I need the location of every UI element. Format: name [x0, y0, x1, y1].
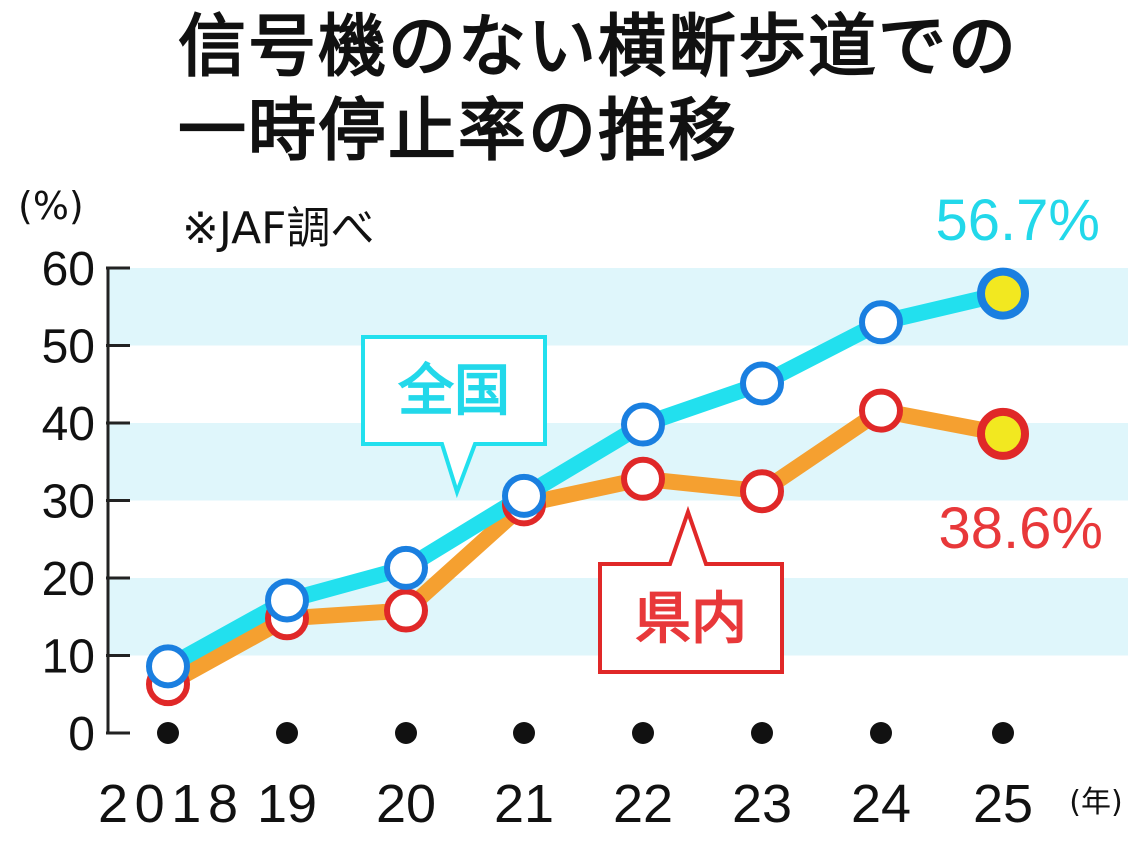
y-tick-label: 0 — [68, 708, 95, 761]
legend-callout-pref-box — [598, 505, 784, 674]
data-point-national — [502, 473, 546, 518]
y-axis-unit-label: (%) — [18, 184, 84, 228]
data-label-national-latest: 56.7% — [936, 188, 1100, 253]
x-tick-label: 2018 — [98, 774, 238, 834]
x-tick-dot — [513, 722, 535, 744]
y-tick-label: 10 — [42, 631, 95, 684]
x-tick-dot — [157, 722, 179, 744]
data-point-pref — [740, 469, 784, 514]
x-tick-label: 24 — [851, 774, 911, 834]
x-tick-dot — [870, 722, 892, 744]
y-tick-label: 30 — [42, 476, 95, 529]
x-tick-label: 22 — [613, 774, 673, 834]
y-tick-label: 40 — [42, 398, 95, 451]
y-tick-label: 50 — [42, 321, 95, 374]
x-axis-unit-label: (年) — [1069, 785, 1122, 820]
data-point-national — [977, 267, 1029, 320]
x-tick-label: 21 — [494, 774, 554, 834]
data-point-national — [384, 545, 428, 590]
x-tick-dot — [992, 722, 1014, 744]
legend-callout-pref-label: 県内 — [635, 587, 747, 652]
legend-callout-national-label: 全国 — [397, 359, 510, 424]
chart-title-line1: 信号機のない横断歩道での — [178, 8, 1019, 87]
x-tick-label: 23 — [732, 774, 792, 834]
x-tick-dot — [751, 722, 773, 744]
data-point-pref — [977, 407, 1029, 460]
source-note: ※JAF調べ — [182, 203, 375, 254]
x-tick-label: 25 — [973, 774, 1033, 834]
data-point-pref — [859, 388, 903, 433]
data-point-national — [146, 644, 190, 689]
chart-title-line2: 一時停止率の推移 — [178, 92, 739, 171]
x-tick-label: 20 — [376, 774, 436, 834]
x-tick-dot — [395, 722, 417, 744]
y-tick-label: 20 — [42, 553, 95, 606]
x-tick-dot — [276, 722, 298, 744]
x-tick-dot — [632, 722, 654, 744]
legend-callout-national-box — [361, 335, 547, 499]
data-point-national — [621, 402, 665, 447]
y-tick-label: 60 — [42, 243, 95, 296]
data-point-pref — [384, 588, 428, 633]
data-point-national — [265, 578, 309, 623]
data-label-pref-latest: 38.6% — [939, 496, 1103, 561]
x-tick-label: 19 — [257, 774, 317, 834]
data-point-national — [740, 361, 784, 406]
data-point-national — [859, 300, 903, 345]
data-point-pref — [621, 456, 665, 501]
